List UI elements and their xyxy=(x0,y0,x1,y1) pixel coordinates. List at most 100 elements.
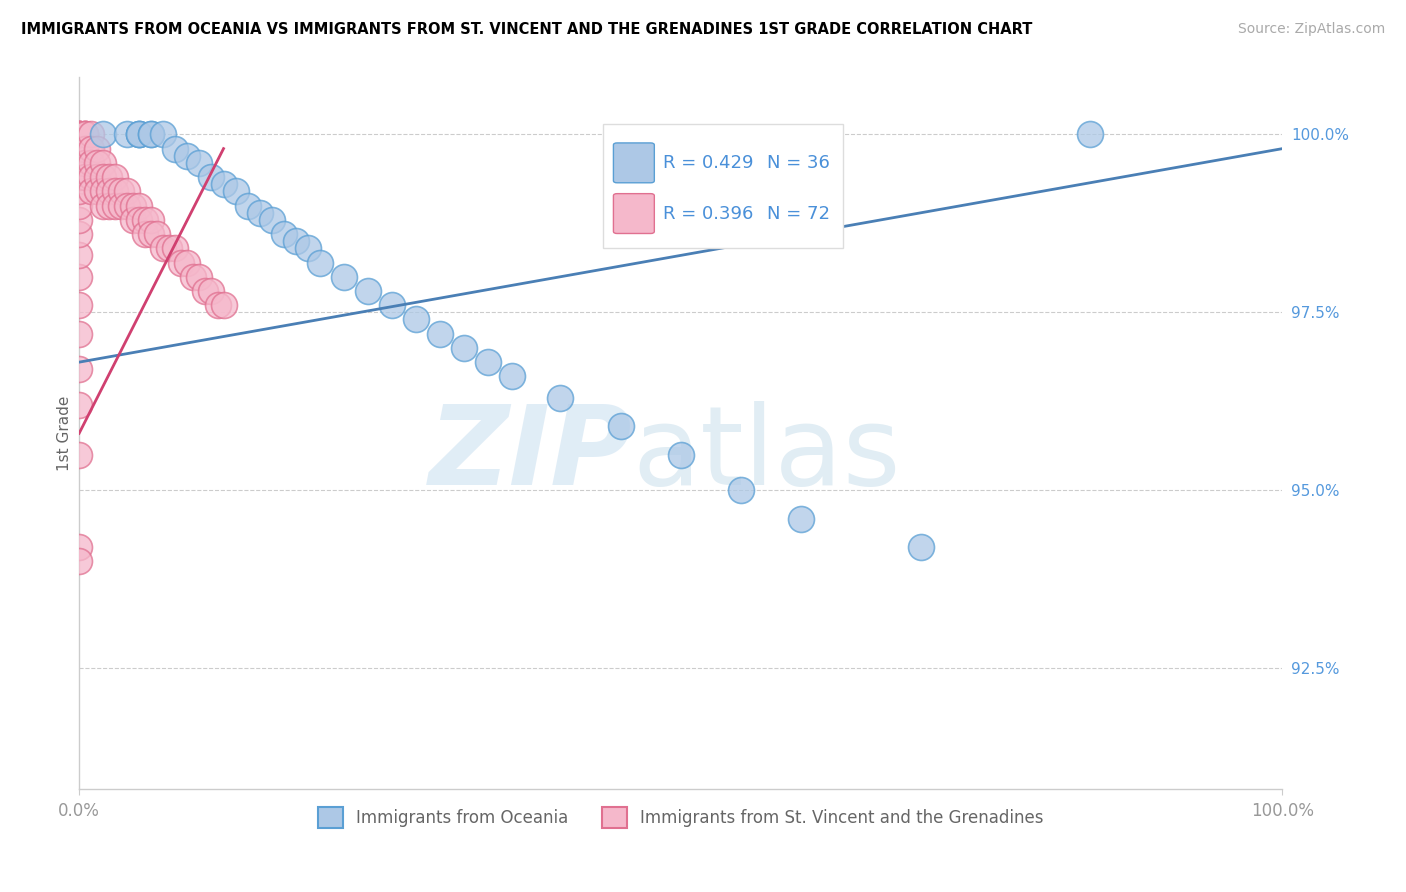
Point xyxy=(75,128,97,142)
Point xyxy=(381,298,404,312)
Point xyxy=(157,241,180,255)
Point xyxy=(128,128,150,142)
Point xyxy=(80,128,103,142)
Point xyxy=(67,448,90,462)
Point xyxy=(67,128,90,142)
Point xyxy=(1078,128,1101,142)
Point xyxy=(67,326,90,341)
Point xyxy=(80,156,103,170)
Point xyxy=(98,198,121,212)
Point xyxy=(141,128,163,142)
Point xyxy=(405,312,427,326)
Point xyxy=(212,178,235,192)
Point xyxy=(67,198,90,212)
Point xyxy=(110,184,132,198)
Text: ZIP: ZIP xyxy=(429,401,633,508)
Point xyxy=(104,170,127,185)
Point xyxy=(67,128,90,142)
Point xyxy=(357,284,380,298)
Point xyxy=(104,184,127,198)
Legend: Immigrants from Oceania, Immigrants from St. Vincent and the Grenadines: Immigrants from Oceania, Immigrants from… xyxy=(311,801,1050,834)
Point xyxy=(501,369,523,384)
Point xyxy=(91,170,114,185)
Point xyxy=(146,227,169,241)
Point xyxy=(86,170,108,185)
Point xyxy=(67,248,90,262)
Point xyxy=(86,156,108,170)
Point xyxy=(141,212,163,227)
Point xyxy=(67,128,90,142)
Point xyxy=(790,512,813,526)
Point xyxy=(165,241,187,255)
Point xyxy=(477,355,499,369)
Point xyxy=(176,255,198,269)
Point xyxy=(212,298,235,312)
Point xyxy=(75,128,97,142)
Point xyxy=(67,128,90,142)
Point xyxy=(550,391,572,405)
Y-axis label: 1st Grade: 1st Grade xyxy=(58,396,72,471)
Point xyxy=(200,170,222,185)
Point xyxy=(429,326,451,341)
FancyBboxPatch shape xyxy=(603,124,844,248)
Point xyxy=(104,198,127,212)
Point xyxy=(225,184,247,198)
Point xyxy=(75,142,97,156)
Point xyxy=(67,227,90,241)
Point xyxy=(67,540,90,554)
Point xyxy=(75,128,97,142)
Text: N = 36: N = 36 xyxy=(768,153,831,172)
Point xyxy=(67,184,90,198)
Point xyxy=(75,156,97,170)
Point xyxy=(170,255,193,269)
Point xyxy=(194,284,217,298)
Point xyxy=(609,419,631,434)
Point xyxy=(67,269,90,284)
Point xyxy=(67,128,90,142)
Text: Source: ZipAtlas.com: Source: ZipAtlas.com xyxy=(1237,22,1385,37)
Point xyxy=(188,269,211,284)
Point xyxy=(98,184,121,198)
Point xyxy=(910,540,932,554)
Point xyxy=(86,142,108,156)
Point xyxy=(110,198,132,212)
Text: N = 72: N = 72 xyxy=(768,204,831,223)
Point xyxy=(122,198,145,212)
Point xyxy=(141,227,163,241)
Point xyxy=(67,554,90,568)
FancyBboxPatch shape xyxy=(613,143,654,183)
Point xyxy=(67,298,90,312)
Point xyxy=(86,184,108,198)
Point xyxy=(91,128,114,142)
Point xyxy=(236,198,259,212)
Point xyxy=(75,170,97,185)
Text: atlas: atlas xyxy=(633,401,901,508)
Point xyxy=(98,170,121,185)
Point xyxy=(91,184,114,198)
Point xyxy=(333,269,356,284)
Point xyxy=(80,170,103,185)
Point xyxy=(188,156,211,170)
Point xyxy=(260,212,283,227)
Point xyxy=(176,149,198,163)
Point xyxy=(165,142,187,156)
Point xyxy=(273,227,295,241)
Point xyxy=(67,212,90,227)
Point xyxy=(141,128,163,142)
Point xyxy=(284,234,307,248)
Point xyxy=(80,142,103,156)
Point xyxy=(117,128,139,142)
Text: R = 0.396: R = 0.396 xyxy=(662,204,754,223)
Point xyxy=(67,362,90,376)
Point xyxy=(117,184,139,198)
Point xyxy=(730,483,752,498)
Point xyxy=(183,269,205,284)
Point xyxy=(75,128,97,142)
Point xyxy=(67,398,90,412)
Point xyxy=(152,128,174,142)
Point xyxy=(134,227,156,241)
Point xyxy=(80,184,103,198)
Point xyxy=(207,298,229,312)
Point xyxy=(67,156,90,170)
Point xyxy=(308,255,330,269)
